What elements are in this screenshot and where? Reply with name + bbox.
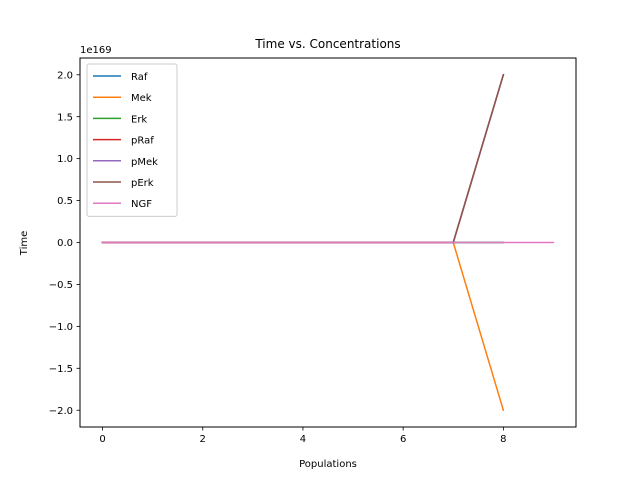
x-tick-label: 0 [99,434,105,445]
y-axis: −2.0 −1.5 −1.0 −0.5 0.0 0.5 1.0 1.5 2.0 [49,70,80,417]
y-tick-label: −1.5 [49,364,73,375]
x-tick-label: 2 [200,434,206,445]
x-axis: 0 2 4 6 8 [99,427,507,445]
y-tick-label: 0.0 [57,238,73,249]
y-tick-label: 1.0 [57,154,73,165]
y-tick-label: −1.0 [49,322,73,333]
y-tick-label: −2.0 [49,406,73,417]
y-tick-label: −0.5 [49,280,73,291]
y-tick-label: 2.0 [57,70,73,81]
legend-box [86,63,178,217]
y-axis-label: Time [19,231,30,256]
series-layer [101,73,555,412]
legend-label-mek: Mek [131,93,152,104]
chart-title: Time vs. Concentrations [254,37,400,51]
legend-label-ngf: NGF [131,199,152,210]
y-offset-text: 1e169 [80,45,112,56]
x-tick-label: 6 [400,434,406,445]
legend-label-raf: Raf [131,72,148,83]
legend-label-praf: pRaf [131,136,154,147]
x-axis-label: Populations [299,459,357,470]
y-tick-label: 1.5 [57,112,73,123]
legend-label-erk: Erk [131,114,147,125]
legend-label-perk: pErk [131,178,154,189]
legend: Raf Mek Erk pRaf pMek pErk NGF [86,63,178,217]
x-tick-label: 8 [500,434,506,445]
legend-label-pmek: pMek [131,157,158,168]
x-tick-label: 4 [300,434,306,445]
y-tick-label: 0.5 [57,196,73,207]
